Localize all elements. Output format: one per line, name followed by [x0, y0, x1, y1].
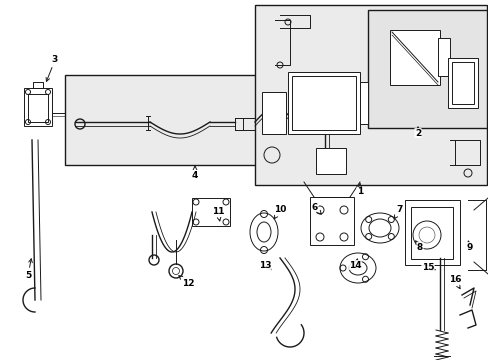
- Text: 6: 6: [311, 202, 321, 214]
- Bar: [65, 75, 334, 165]
- Bar: [315, 148, 346, 174]
- Bar: [254, 5, 486, 185]
- Ellipse shape: [348, 261, 366, 275]
- Text: 16: 16: [448, 275, 460, 289]
- Text: 14: 14: [348, 259, 361, 270]
- Bar: [291, 76, 355, 130]
- Text: 9: 9: [466, 241, 472, 252]
- Ellipse shape: [249, 213, 278, 251]
- Bar: [389, 30, 439, 85]
- Bar: [262, 92, 285, 134]
- Bar: [24, 88, 52, 126]
- Bar: [287, 72, 359, 134]
- Bar: [410, 207, 452, 259]
- Bar: [404, 200, 459, 265]
- Bar: [192, 198, 229, 226]
- Bar: [447, 58, 477, 108]
- Text: 4: 4: [191, 166, 198, 180]
- Text: 7: 7: [393, 206, 403, 219]
- Text: 1: 1: [356, 184, 363, 197]
- Bar: [359, 82, 367, 124]
- Text: 13: 13: [258, 261, 271, 270]
- Text: 11: 11: [211, 207, 224, 221]
- Ellipse shape: [368, 219, 390, 237]
- Bar: [451, 62, 473, 104]
- Bar: [367, 10, 486, 128]
- Text: 12: 12: [179, 276, 194, 288]
- Bar: [309, 197, 353, 245]
- Text: 2: 2: [414, 127, 420, 138]
- Text: 3: 3: [46, 55, 58, 81]
- Bar: [437, 38, 449, 76]
- Text: 8: 8: [415, 241, 422, 252]
- Ellipse shape: [257, 222, 270, 242]
- Ellipse shape: [339, 253, 375, 283]
- Text: 5: 5: [25, 259, 32, 279]
- Bar: [28, 94, 48, 122]
- Text: 10: 10: [273, 206, 285, 219]
- Text: 15: 15: [421, 264, 434, 273]
- Ellipse shape: [360, 213, 398, 243]
